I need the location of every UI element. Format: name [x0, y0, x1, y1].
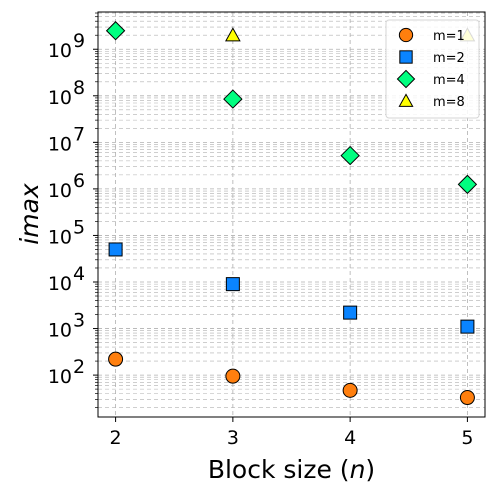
x-tick-label: 4	[344, 427, 356, 449]
y-tick-exponent: 6	[73, 170, 85, 192]
legend-label: m=4	[433, 73, 465, 88]
y-axis-title: imax	[15, 183, 44, 245]
data-point-m8	[225, 27, 241, 42]
legend: m=1 m=2 m=4 m=8	[385, 19, 480, 119]
y-tick-exponent: 5	[73, 216, 85, 238]
legend-marker-m8	[398, 93, 414, 107]
legend-box	[385, 19, 480, 119]
legend-marker-m1	[398, 27, 414, 43]
grid-lines	[98, 12, 485, 417]
data-point-m2	[460, 319, 475, 334]
x-tick-label: 2	[110, 427, 122, 449]
data-point-m4	[223, 89, 243, 109]
data-point-m1	[225, 368, 241, 384]
y-tick-exponent: 4	[73, 263, 85, 285]
y-tick-label: 10	[48, 366, 72, 388]
data-point-m1	[459, 390, 475, 406]
legend-marker-m2	[399, 50, 413, 64]
data-point-m4	[340, 145, 360, 166]
y-tick-label: 10	[48, 273, 72, 295]
x-axis-title: Block size (n)	[208, 455, 375, 484]
y-tick-label: 10	[48, 40, 72, 62]
y-tick-exponent: 7	[73, 123, 85, 145]
data-point-m1	[108, 351, 124, 367]
data-point-m2	[108, 242, 123, 257]
y-tick-label: 10	[48, 226, 72, 248]
plot-frame	[97, 11, 486, 418]
y-tick-exponent: 8	[73, 77, 85, 99]
legend-label: m=8	[433, 95, 465, 110]
data-point-m4	[457, 174, 478, 195]
data-point-m1	[342, 382, 358, 398]
data-point-m2	[343, 305, 358, 320]
y-tick-label: 10	[48, 133, 72, 155]
x-tick-label: 3	[227, 427, 239, 449]
legend-label: m=1	[433, 29, 465, 44]
x-tick-label: 5	[461, 427, 473, 449]
legend-label: m=2	[433, 51, 465, 66]
data-point-m4	[105, 21, 126, 41]
y-tick-label: 10	[48, 87, 72, 109]
legend-marker-m4	[396, 69, 416, 89]
y-tick-exponent: 3	[73, 310, 85, 332]
y-tick-exponent: 9	[73, 30, 85, 52]
data-point-m2	[225, 277, 240, 292]
y-tick-exponent: 2	[73, 356, 85, 378]
y-tick-label: 10	[48, 320, 72, 342]
y-tick-label: 10	[48, 180, 72, 202]
